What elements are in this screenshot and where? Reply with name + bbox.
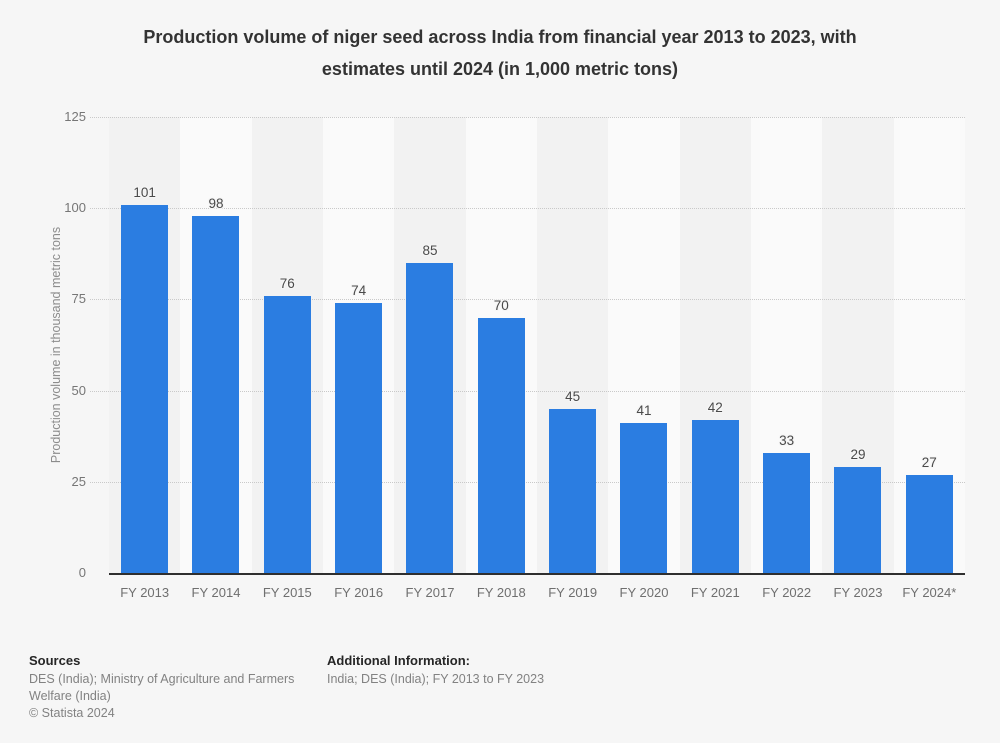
bar	[406, 262, 454, 573]
x-axis-label: FY 2024*	[902, 585, 957, 600]
bar-value-label: 27	[921, 454, 937, 470]
x-axis-label: FY 2023	[833, 585, 883, 600]
x-axis-label: FY 2016	[334, 585, 384, 600]
chart-column: 98 FY 2014	[180, 117, 252, 600]
chart-column: 85 FY 2017	[394, 117, 466, 600]
y-axis-ticks: 0 25 50 75 100 125	[0, 109, 86, 580]
chart-title-line1: Production volume of niger seed across I…	[143, 27, 857, 47]
bar	[691, 419, 739, 573]
bar	[763, 452, 811, 573]
additional-information-label: Additional Information:	[327, 653, 470, 668]
additional-information-block: Additional Information: India; DES (Indi…	[327, 652, 747, 688]
bar-value-label: 76	[279, 275, 295, 291]
chart-title-line2: estimates until 2024 (in 1,000 metric to…	[321, 59, 679, 79]
sources-label: Sources	[29, 653, 81, 668]
bar-value-label: 41	[636, 403, 652, 419]
bar-value-label: 74	[351, 283, 367, 298]
bar	[834, 467, 882, 573]
x-axis-label: FY 2013	[120, 585, 170, 600]
bar	[335, 303, 383, 573]
bar-value-label: 98	[208, 195, 224, 211]
x-axis-label: FY 2022	[762, 585, 812, 600]
bar-value-label: 45	[565, 388, 581, 404]
bar-value-label: 29	[850, 447, 866, 463]
chart-column: 76 FY 2015	[251, 117, 323, 600]
gridline	[90, 208, 965, 210]
bar	[905, 474, 953, 573]
chart-title: Production volume of niger seed across I…	[0, 21, 1000, 85]
bar	[121, 204, 169, 573]
bar	[192, 215, 240, 573]
x-axis-label: FY 2014	[191, 585, 241, 600]
sources-text: DES (India); Ministry of Agriculture and…	[29, 672, 295, 703]
x-axis-label: FY 2019	[548, 585, 598, 600]
bar-value-label: 33	[779, 432, 795, 448]
chart-column: 70 FY 2018	[465, 117, 537, 600]
bar	[549, 408, 597, 573]
bar	[477, 317, 525, 573]
chart-column: 29 FY 2023	[822, 117, 894, 600]
y-axis-tick-label: 100	[64, 200, 86, 216]
y-axis-tick-label: 50	[71, 382, 86, 398]
bar-value-label: 85	[422, 242, 438, 258]
gridline	[90, 117, 965, 118]
x-axis-label: FY 2018	[476, 585, 526, 600]
chart-column: 33 FY 2022	[751, 117, 823, 600]
y-axis-tick-label: 0	[78, 565, 86, 580]
y-axis-tick-label: 75	[71, 291, 86, 307]
chart-column: 101 FY 2013	[109, 117, 181, 600]
chart-column: 27 FY 2024*	[893, 117, 965, 600]
chart-column: 74 FY 2016	[323, 117, 395, 600]
x-axis-label: FY 2017	[405, 585, 455, 600]
sources-block: Sources DES (India); Ministry of Agricul…	[29, 652, 327, 722]
x-axis-label: FY 2020	[619, 585, 669, 600]
bar	[263, 295, 311, 573]
gridline	[90, 481, 965, 483]
gridline	[90, 390, 965, 392]
y-axis-tick-label: 25	[71, 473, 86, 489]
bar-value-label: 42	[707, 399, 723, 415]
gridline	[90, 299, 965, 301]
y-axis-tick-label: 125	[64, 109, 86, 124]
chart-column: 41 FY 2020	[608, 117, 680, 600]
x-axis-label: FY 2015	[262, 585, 312, 600]
bar	[620, 423, 668, 573]
plot-area: 101 FY 2013 98 FY 2014 76 FY 2015 74 FY 2016 85 F…	[90, 117, 965, 600]
copyright-text: © Statista 2024	[29, 706, 115, 720]
x-axis-label: FY 2021	[690, 585, 740, 600]
additional-information-text: India; DES (India); FY 2013 to FY 2023	[327, 672, 545, 686]
bar-value-label: 101	[133, 184, 156, 200]
chart-column: 45 FY 2019	[537, 117, 609, 600]
bar-value-label: 70	[493, 297, 509, 313]
chart-column: 42 FY 2021	[679, 117, 751, 600]
